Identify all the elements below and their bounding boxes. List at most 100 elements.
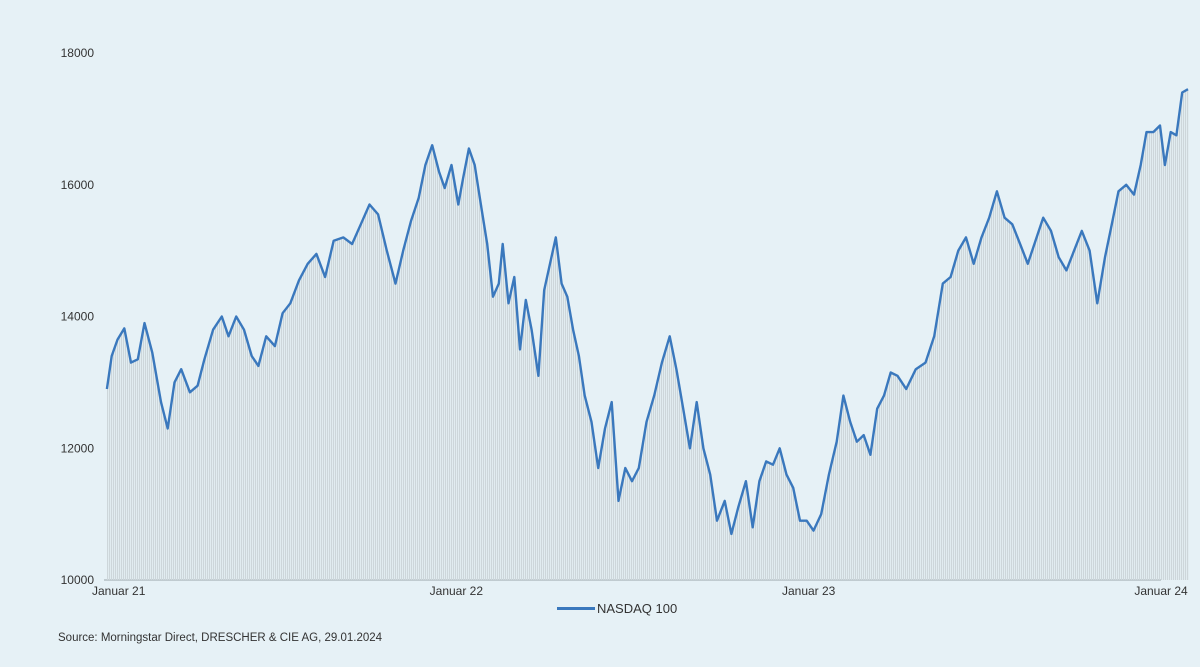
area-fill-bar bbox=[401, 260, 403, 580]
y-tick-label: 12000 bbox=[61, 441, 95, 455]
area-fill-bar bbox=[1129, 188, 1131, 581]
area-fill-bar bbox=[1047, 224, 1049, 580]
area-fill-bar bbox=[833, 457, 835, 580]
legend-label: NASDAQ 100 bbox=[597, 601, 678, 616]
area-fill-bar bbox=[1079, 238, 1081, 580]
area-fill-bar bbox=[459, 200, 461, 580]
area-fill-bar bbox=[753, 525, 755, 580]
area-fill-bar bbox=[847, 409, 849, 580]
area-fill-bar bbox=[1075, 248, 1077, 580]
area-fill-bar bbox=[1155, 130, 1157, 580]
area-fill-bar bbox=[183, 373, 185, 580]
area-fill-bar bbox=[465, 168, 467, 580]
area-fill-bar bbox=[773, 464, 775, 580]
area-fill-bar bbox=[1151, 132, 1153, 580]
area-fill-bar bbox=[125, 332, 127, 580]
area-fill-bar bbox=[337, 239, 339, 580]
area-fill-bar bbox=[119, 337, 121, 580]
area-fill-bar bbox=[733, 527, 735, 580]
area-fill-bar bbox=[657, 383, 659, 580]
area-fill-bar bbox=[427, 160, 429, 580]
area-fill-bar bbox=[1005, 218, 1007, 580]
area-fill-bar bbox=[973, 261, 975, 580]
area-fill-bar bbox=[929, 351, 931, 580]
area-fill-bar bbox=[233, 324, 235, 580]
area-fill-bar bbox=[505, 267, 507, 580]
area-fill-bar bbox=[173, 392, 175, 580]
area-fill-bar bbox=[661, 366, 663, 580]
area-fill-bar bbox=[489, 260, 491, 580]
area-fill-bar bbox=[167, 425, 169, 580]
area-fill-bar bbox=[887, 385, 889, 580]
area-fill-bar bbox=[903, 384, 905, 580]
area-fill-bar bbox=[357, 232, 359, 581]
area-fill-bar bbox=[865, 438, 867, 580]
area-fill-bar bbox=[303, 272, 305, 580]
area-fill-bar bbox=[845, 401, 847, 580]
area-fill-bar bbox=[389, 258, 391, 580]
area-fill-bar bbox=[211, 336, 213, 580]
area-fill-bar bbox=[1025, 256, 1027, 580]
area-fill-bar bbox=[1133, 193, 1135, 580]
area-fill-bar bbox=[1083, 233, 1085, 581]
area-fill-bar bbox=[329, 260, 331, 580]
area-fill-bar bbox=[1095, 287, 1097, 580]
area-fill-bar bbox=[449, 173, 451, 580]
area-fill-bar bbox=[469, 148, 471, 580]
area-fill-bar bbox=[473, 160, 475, 580]
area-fill-bar bbox=[693, 427, 695, 580]
area-fill-bar bbox=[713, 493, 715, 580]
area-fill-bar bbox=[749, 502, 751, 580]
area-fill-bar bbox=[1015, 231, 1017, 580]
area-fill-bar bbox=[1061, 261, 1063, 580]
area-fill-bar bbox=[571, 317, 573, 580]
area-fill-bar bbox=[1171, 132, 1173, 580]
area-fill-bar bbox=[981, 239, 983, 580]
area-fill-bar bbox=[137, 359, 139, 580]
area-fill-bar bbox=[1017, 236, 1019, 580]
area-fill-bar bbox=[515, 286, 517, 580]
area-fill-bar bbox=[141, 342, 143, 580]
area-fill-bar bbox=[207, 350, 209, 580]
area-fill-bar bbox=[1141, 163, 1143, 580]
area-fill-bar bbox=[569, 306, 571, 580]
area-fill-bar bbox=[615, 449, 617, 580]
area-fill-bar bbox=[821, 514, 823, 580]
area-fill-bar bbox=[229, 335, 231, 580]
area-fill-bar bbox=[1179, 116, 1181, 580]
area-fill-bar bbox=[1029, 260, 1031, 580]
area-fill-bar bbox=[913, 375, 915, 580]
area-fill-bar bbox=[585, 396, 587, 580]
area-fill-bar bbox=[1057, 251, 1059, 580]
area-fill-bar bbox=[323, 271, 325, 580]
area-fill-bar bbox=[511, 291, 513, 580]
area-fill-bar bbox=[543, 307, 545, 580]
area-fill-bar bbox=[507, 288, 509, 580]
area-fill-bar bbox=[619, 498, 621, 580]
area-fill-bar bbox=[281, 319, 283, 580]
area-fill-bar bbox=[813, 529, 815, 580]
area-fill-bar bbox=[343, 237, 345, 580]
area-fill-bar bbox=[391, 266, 393, 580]
area-fill-bar bbox=[1115, 208, 1117, 580]
area-fill-bar bbox=[299, 280, 301, 580]
area-fill-bar bbox=[383, 234, 385, 580]
area-fill-bar bbox=[645, 430, 647, 580]
area-fill-bar bbox=[993, 204, 995, 580]
area-fill-bar bbox=[423, 176, 425, 580]
area-fill-bar bbox=[425, 167, 427, 580]
area-fill-bar bbox=[649, 413, 651, 580]
area-fill-bar bbox=[301, 276, 303, 580]
area-fill-bar bbox=[1033, 248, 1035, 580]
area-fill-bar bbox=[735, 520, 737, 580]
area-fill-bar bbox=[273, 344, 275, 580]
area-fill-bar bbox=[605, 428, 607, 580]
area-fill-bar bbox=[1051, 231, 1053, 580]
area-fill-bar bbox=[743, 491, 745, 580]
area-fill-bar bbox=[375, 210, 377, 581]
area-fill-bar bbox=[1053, 237, 1055, 581]
area-fill-bar bbox=[149, 340, 151, 580]
area-fill-bar bbox=[371, 206, 373, 581]
area-fill-bar bbox=[915, 370, 917, 580]
area-fill-bar bbox=[637, 471, 639, 580]
